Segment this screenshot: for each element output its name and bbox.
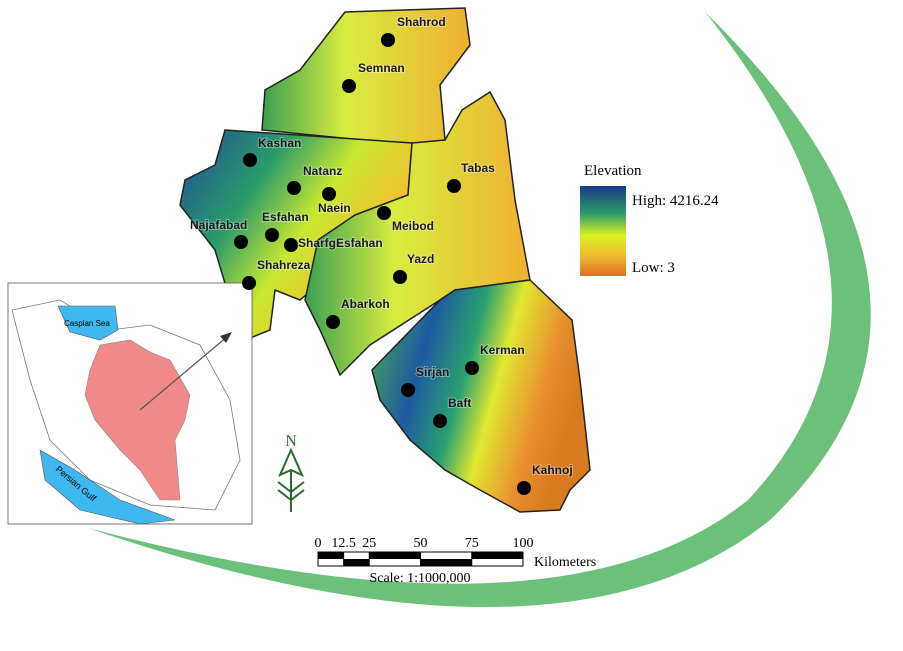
- scale-bar: Kilometers Scale: 1:1000,000 0 12.5 25 50 75…: [315, 536, 597, 586]
- legend: Elevation High: 4216.24 Low: 3: [580, 163, 719, 276]
- city-dot: [517, 481, 531, 495]
- city-dot: [326, 315, 340, 329]
- city-dot: [342, 79, 356, 93]
- scale-segment: [318, 552, 344, 559]
- city-label: Yazd: [407, 252, 434, 266]
- city-label: Meibod: [392, 219, 434, 233]
- scale-tick-label: 0: [315, 536, 322, 551]
- pointer: [139, 335, 229, 411]
- city-label: Kashan: [258, 136, 301, 150]
- study-area: [84, 339, 191, 501]
- city-dot: [381, 33, 395, 47]
- gulf: [39, 449, 176, 525]
- city-label: Baft: [448, 396, 471, 410]
- legend-high: High: 4216.24: [632, 193, 719, 209]
- north-arrow: N: [277, 433, 305, 512]
- city-label: Semnan: [358, 61, 405, 75]
- city-label: Tabas: [461, 161, 495, 175]
- inset-map: Caspian Sea Persian Gulf: [7, 282, 253, 525]
- scale-tick-label: 75: [465, 536, 479, 551]
- city-dot: [447, 179, 461, 193]
- city-dot: [234, 235, 248, 249]
- city-label: Esfahan: [262, 210, 309, 224]
- city-label: Shahrod: [397, 15, 446, 29]
- scale-tick-label: 50: [414, 536, 428, 551]
- scale-tick-label: 100: [513, 536, 534, 551]
- city-dot: [433, 414, 447, 428]
- city-dot: [287, 181, 301, 195]
- pointer-head: [220, 332, 232, 343]
- legend-ramp: [580, 186, 626, 276]
- city-label: Abarkoh: [341, 297, 390, 311]
- city-label: Najafabad: [190, 218, 247, 232]
- kerman: [371, 279, 591, 513]
- city-dot: [243, 153, 257, 167]
- city-dot: [401, 383, 415, 397]
- city-label: Sirjan: [416, 365, 449, 379]
- crescent: [88, 12, 871, 608]
- city-dot: [465, 361, 479, 375]
- city-label: Shahreza: [257, 258, 311, 272]
- city-label: Kerman: [480, 343, 525, 357]
- scale-tick-label: 25: [362, 536, 376, 551]
- caspian: [57, 305, 119, 341]
- city-dot: [377, 206, 391, 220]
- scale-segment: [471, 552, 523, 559]
- legend-title: Elevation: [584, 163, 642, 179]
- legend-low: Low: 3: [632, 260, 675, 276]
- city-dot: [284, 238, 298, 252]
- caspian-label: Caspian Sea: [64, 319, 110, 328]
- scale-segment: [420, 559, 472, 566]
- city-label: SharfgEsfahan: [298, 236, 383, 250]
- north-label: N: [285, 433, 297, 450]
- city-dot: [265, 228, 279, 242]
- city-dot: [242, 276, 256, 290]
- scale-tick-label: 12.5: [331, 536, 356, 551]
- scale-unit: Kilometers: [534, 555, 596, 570]
- scale-segment: [369, 552, 421, 559]
- city-label: Kahnoj: [532, 463, 573, 477]
- city-label: Naein: [318, 201, 351, 215]
- city-dot: [322, 187, 336, 201]
- city-label: Natanz: [303, 164, 342, 178]
- city-dot: [393, 270, 407, 284]
- scale-label: Scale: 1:1000,000: [369, 571, 470, 586]
- north-symbol: [277, 447, 305, 512]
- scale-segment: [343, 559, 370, 566]
